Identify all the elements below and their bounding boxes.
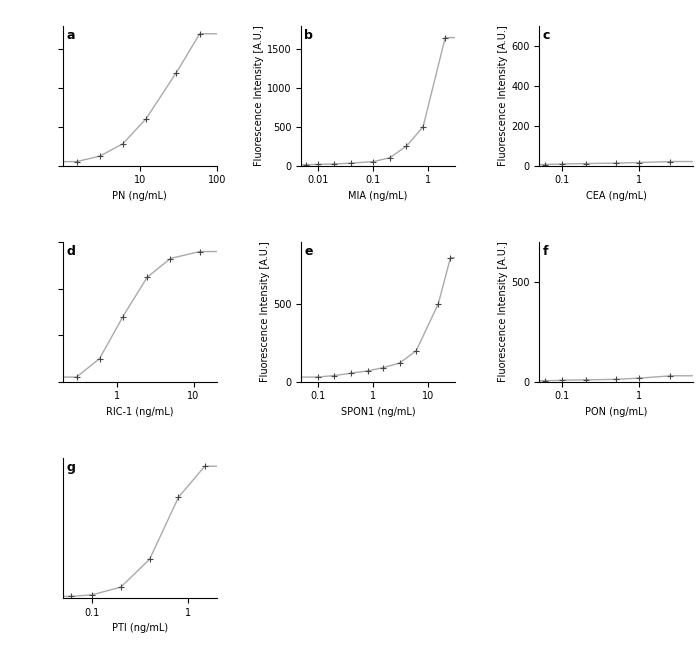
Text: d: d <box>66 245 75 258</box>
Y-axis label: Fluorescence Intensity [A.U.]: Fluorescence Intensity [A.U.] <box>260 242 270 382</box>
Text: c: c <box>542 29 550 42</box>
Text: e: e <box>304 245 313 258</box>
Text: b: b <box>304 29 313 42</box>
Y-axis label: Fluorescence Intensity [A.U.]: Fluorescence Intensity [A.U.] <box>254 25 264 166</box>
X-axis label: CEA (ng/mL): CEA (ng/mL) <box>586 191 647 201</box>
X-axis label: PN (ng/mL): PN (ng/mL) <box>113 191 167 201</box>
X-axis label: RIC-1 (ng/mL): RIC-1 (ng/mL) <box>106 407 174 417</box>
Text: g: g <box>66 462 75 474</box>
X-axis label: PTI (ng/mL): PTI (ng/mL) <box>112 623 168 633</box>
Text: f: f <box>542 245 548 258</box>
Y-axis label: Fluorescence Intensity [A.U.]: Fluorescence Intensity [A.U.] <box>498 25 508 166</box>
X-axis label: MIA (ng/mL): MIA (ng/mL) <box>349 191 407 201</box>
Y-axis label: Fluorescence Intensity [A.U.]: Fluorescence Intensity [A.U.] <box>498 242 508 382</box>
X-axis label: SPON1 (ng/mL): SPON1 (ng/mL) <box>341 407 415 417</box>
Text: a: a <box>66 29 75 42</box>
X-axis label: PON (ng/mL): PON (ng/mL) <box>585 407 648 417</box>
